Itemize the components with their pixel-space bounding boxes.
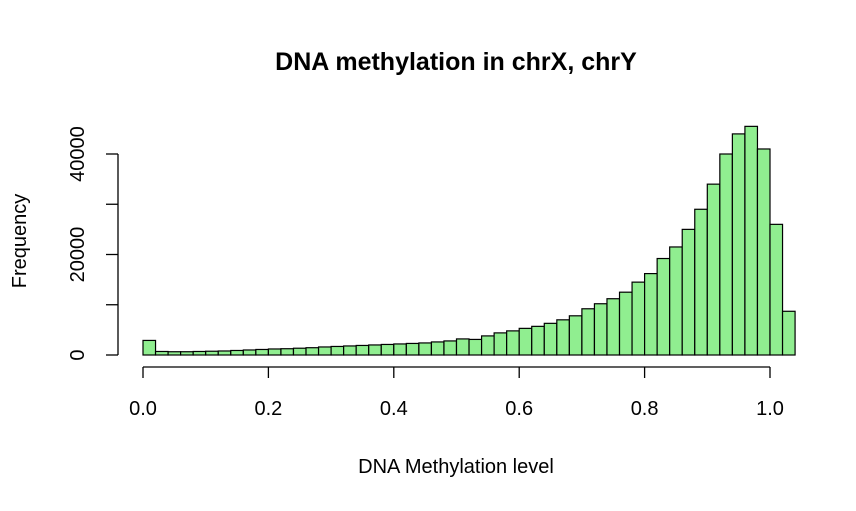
histogram-bar	[430, 341, 445, 356]
histogram-bar	[317, 346, 332, 356]
histogram-bar	[744, 125, 759, 356]
histogram-bar	[781, 310, 796, 356]
histogram-bar	[681, 228, 696, 356]
histogram-bar	[518, 327, 533, 356]
histogram-bar	[280, 348, 295, 356]
histogram-bar	[405, 342, 420, 356]
histogram-bar	[368, 344, 382, 356]
histogram-bar	[255, 348, 270, 356]
histogram-bar	[393, 343, 407, 356]
histogram-bar	[656, 257, 671, 356]
histogram-bar	[506, 330, 520, 356]
histogram-bar	[355, 344, 370, 356]
histogram-bar	[706, 183, 721, 356]
histogram-bar	[543, 322, 558, 356]
histogram-bar	[643, 272, 658, 356]
histogram-bar	[468, 338, 483, 356]
histogram-bar	[719, 153, 733, 356]
histogram-bar	[142, 339, 157, 356]
x-tick-label: 0.0	[129, 398, 157, 420]
chart-title: DNA methylation in chrX, chrY	[275, 48, 637, 76]
histogram-bar	[330, 345, 345, 356]
histogram-bar	[192, 350, 207, 356]
histogram-bar	[443, 340, 458, 356]
histogram-bar	[769, 223, 784, 356]
y-tick-label: 40000	[67, 126, 89, 182]
histogram-bar	[292, 347, 307, 356]
histogram-bar	[217, 350, 232, 356]
histogram-bar	[631, 281, 646, 356]
histogram-bar	[343, 345, 357, 356]
histogram-bar	[581, 308, 596, 356]
histogram-bar	[380, 343, 395, 356]
histogram-bar	[606, 298, 621, 356]
histogram-bar	[180, 351, 194, 356]
histogram-bar	[756, 148, 771, 356]
histogram-bar	[694, 208, 708, 356]
histogram-bar	[556, 319, 570, 356]
x-tick-label: 1.0	[756, 398, 784, 420]
y-tick-label: 0	[67, 349, 89, 360]
x-tick-label: 0.2	[254, 398, 282, 420]
histogram-bar	[455, 338, 470, 356]
histogram-bar	[154, 350, 169, 356]
histogram-bars	[142, 125, 796, 356]
x-tick-label: 0.8	[631, 398, 659, 420]
histogram-bar	[669, 246, 683, 356]
histogram-bar	[230, 349, 244, 356]
histogram-bar	[242, 349, 257, 356]
histogram-bar	[205, 350, 219, 356]
histogram-bar	[305, 347, 320, 356]
histogram-bar	[480, 335, 495, 356]
x-tick-label: 0.6	[505, 398, 533, 420]
x-tick-label: 0.4	[380, 398, 408, 420]
x-axis: 0.0 0.2 0.4 0.6 0.8 1.0	[129, 366, 784, 420]
histogram-bar	[531, 325, 545, 356]
y-axis-label: Frequency	[9, 194, 31, 289]
y-axis: 0 20000 40000	[67, 126, 119, 361]
y-tick-label: 20000	[67, 227, 89, 283]
histogram-bar	[167, 351, 182, 356]
histogram-bar	[493, 332, 508, 356]
histogram-bar	[731, 133, 746, 356]
histogram-bar	[267, 348, 282, 356]
histogram-bar	[618, 291, 633, 356]
histogram-bar	[418, 342, 433, 356]
histogram-bar	[568, 315, 583, 356]
x-axis-label: DNA Methylation level	[358, 456, 554, 478]
histogram-bar	[593, 303, 608, 356]
